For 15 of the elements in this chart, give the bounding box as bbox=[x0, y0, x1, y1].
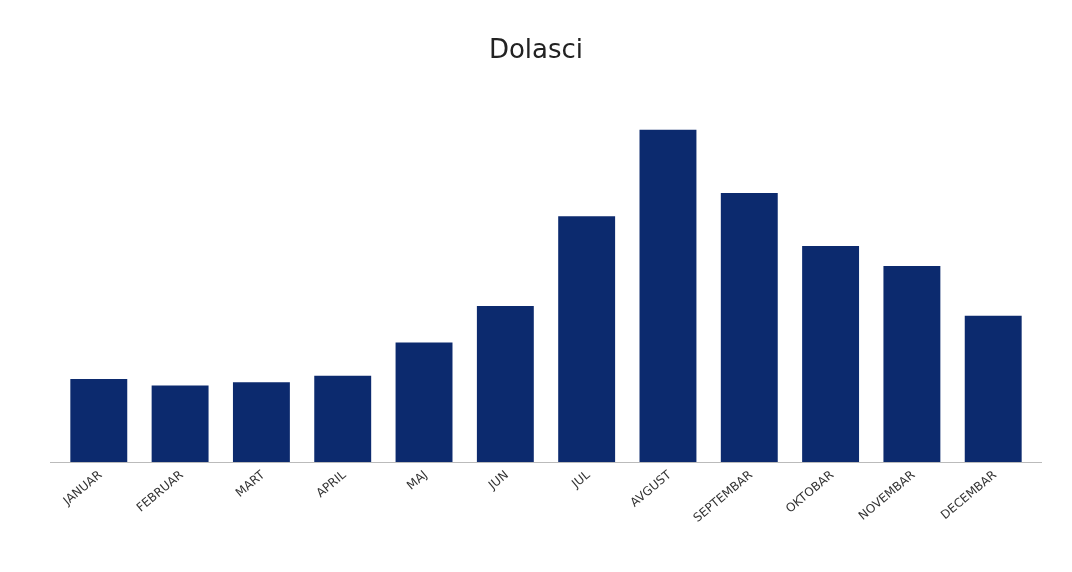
bar bbox=[639, 129, 697, 462]
chart-title: Dolasci bbox=[488, 34, 584, 65]
bar bbox=[558, 216, 616, 462]
bar bbox=[151, 385, 209, 462]
x-tick-label: JUL bbox=[568, 467, 593, 492]
bar bbox=[395, 342, 453, 462]
bar bbox=[70, 378, 128, 462]
bar bbox=[314, 375, 372, 462]
bar bbox=[476, 305, 534, 462]
bar bbox=[964, 315, 1022, 462]
bar bbox=[720, 192, 778, 462]
bar bbox=[232, 382, 290, 462]
bar bbox=[802, 246, 860, 462]
x-tick-label: MAJ bbox=[403, 467, 430, 493]
bar bbox=[883, 266, 941, 462]
